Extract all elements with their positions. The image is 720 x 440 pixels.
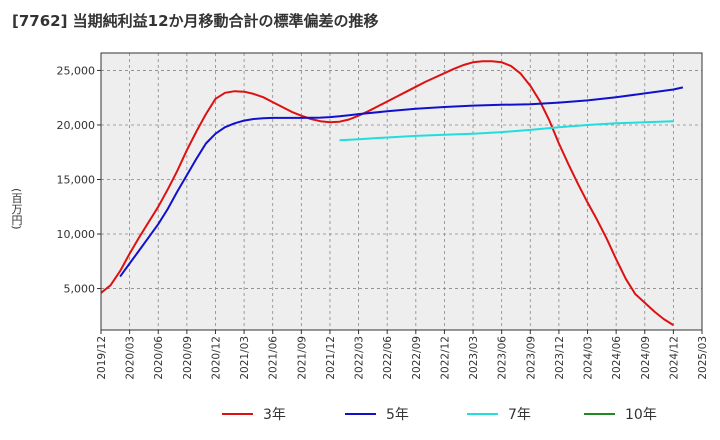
x-tick-label: 2020/09	[182, 336, 194, 380]
legend-label-5年: 5年	[386, 407, 409, 423]
x-tick-label: 2021/06	[268, 336, 280, 380]
x-tick-label: 2021/12	[325, 336, 337, 380]
x-tick-label: 2024/06	[611, 336, 623, 380]
legend: 3年 5年 7年 10年	[222, 407, 657, 423]
chart-title: [7762] 当期純利益12か月移動合計の標準偏差の推移	[12, 12, 379, 30]
x-tick-label: 2024/03	[583, 336, 595, 380]
x-tick-label: 2021/09	[296, 336, 308, 380]
y-tick-label: 25,000	[57, 64, 96, 77]
legend-label-7年: 7年	[508, 407, 531, 423]
x-tick-label: 2020/12	[210, 336, 222, 380]
y-axis-label: (百万円)	[10, 188, 23, 230]
y-tick-label: 15,000	[57, 174, 96, 187]
series-line-5年	[119, 86, 684, 278]
series-line-7年	[339, 120, 674, 142]
x-tick-label: 2024/12	[668, 336, 680, 380]
x-tick-label: 2023/03	[468, 336, 480, 380]
x-tick-label: 2020/06	[153, 336, 165, 380]
series-layer	[100, 60, 684, 326]
y-tick-label: 10,000	[57, 228, 96, 241]
axes: 5,000 10,000 15,000 20,000 25,000 2019/12 2020…	[57, 52, 709, 380]
legend-label-3年: 3年	[263, 407, 286, 423]
x-tick-label: 2022/09	[411, 336, 423, 380]
x-tick-label: 2022/06	[382, 336, 394, 380]
x-tick-label: 2021/03	[239, 336, 251, 380]
plot-frame	[100, 52, 703, 331]
legend-label-10年: 10年	[625, 407, 657, 423]
grid	[100, 53, 703, 330]
x-tick-label: 2023/06	[497, 336, 509, 380]
y-tick-label: 5,000	[64, 283, 96, 296]
x-tick-label: 2022/12	[439, 336, 451, 380]
y-tick-label: 20,000	[57, 119, 96, 132]
x-tick-label: 2022/03	[354, 336, 366, 380]
x-tick-label: 2025/03	[697, 336, 709, 380]
x-tick-label: 2020/03	[125, 336, 137, 380]
x-tick-label: 2019/12	[96, 336, 108, 380]
x-tick-label: 2023/09	[525, 336, 537, 380]
series-line-3年	[100, 60, 674, 326]
x-tick-label: 2024/09	[640, 336, 652, 380]
x-tick-label: 2023/12	[554, 336, 566, 380]
